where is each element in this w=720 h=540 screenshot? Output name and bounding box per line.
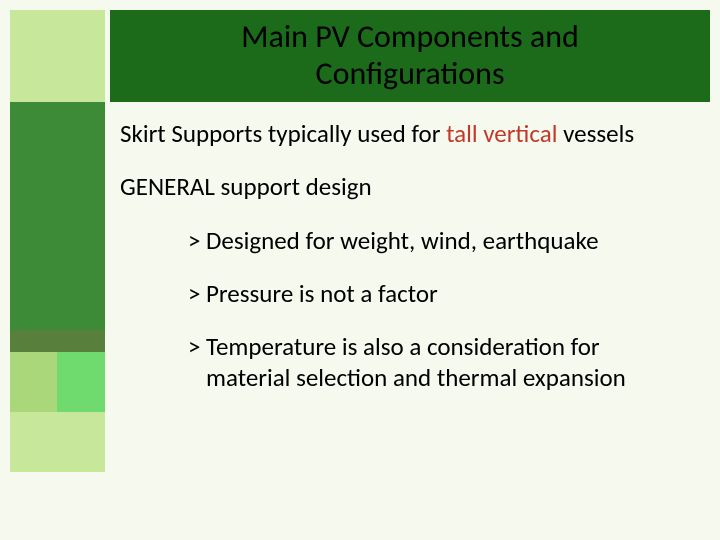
title-bar: Main PV Components and Configurations [110,10,710,102]
sidebar-block-thin [10,330,105,352]
content-area: Skirt Supports typically used for tall v… [120,118,700,416]
bullet-item: > Pressure is not a factor [188,278,688,309]
title-line-1: Main PV Components and [241,19,579,56]
bullet-marker-icon: > [188,278,206,309]
bullet-marker-icon: > [188,225,206,256]
sidebar-block-top [10,10,105,102]
bullet-item: > Temperature is also a consideration fo… [188,331,688,394]
intro-highlight: tall vertical [446,118,557,149]
section-heading: GENERAL support design [120,171,700,202]
sidebar-block-bottom [10,412,105,472]
slide: Main PV Components and Configurations Sk… [0,0,720,540]
intro-text-before: Skirt Supports typically used for [120,118,446,149]
bullet-text: Temperature is also a consideration for … [206,331,688,394]
sidebar-block-mid [10,102,105,330]
sidebar-block-row2b [57,352,105,412]
title-line-2: Configurations [316,56,505,93]
bullet-text: Designed for weight, wind, earthquake [206,225,688,256]
bullet-marker-icon: > [188,331,206,394]
bullet-text: Pressure is not a factor [206,278,688,309]
intro-paragraph: Skirt Supports typically used for tall v… [120,118,700,149]
intro-text-after: vessels [557,118,634,149]
bullet-list: > Designed for weight, wind, earthquake … [188,225,688,394]
sidebar-block-row2a [10,352,57,412]
bullet-item: > Designed for weight, wind, earthquake [188,225,688,256]
